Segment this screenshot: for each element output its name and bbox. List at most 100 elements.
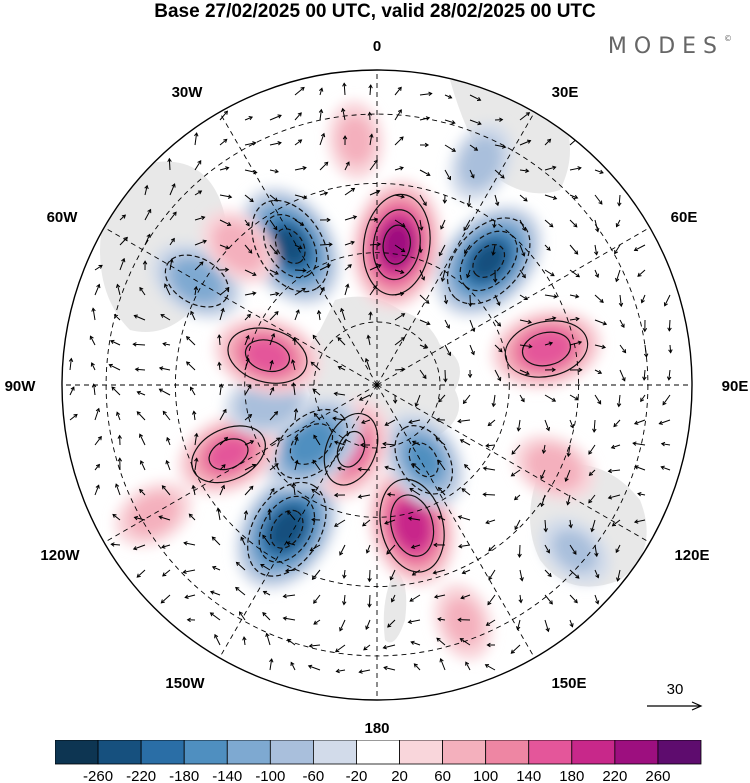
wind-vector-arrow xyxy=(333,440,346,446)
wind-vector-arrow xyxy=(219,166,230,171)
wind-vector-arrow xyxy=(244,219,250,227)
wind-vector-arrow xyxy=(433,542,446,548)
wind-vector-arrow xyxy=(482,466,496,471)
wind-vector-arrow xyxy=(544,138,552,146)
wind-vector-arrow xyxy=(409,487,421,496)
wind-vector-arrow xyxy=(284,568,296,573)
wind-vector-arrow xyxy=(362,519,371,527)
wind-vector-arrow xyxy=(519,394,525,403)
wind-vector-arrow xyxy=(613,419,621,428)
wind-vector-arrow xyxy=(310,361,321,371)
anomaly-region xyxy=(243,337,292,375)
wind-vector-arrow xyxy=(369,189,381,196)
wind-vector-arrow xyxy=(69,386,75,396)
wind-vector-arrow xyxy=(468,294,473,307)
wind-vector-arrow xyxy=(217,361,222,371)
wind-vector-arrow xyxy=(183,541,196,546)
wind-vector-arrow xyxy=(319,132,326,146)
colorbar-tick-label: -60 xyxy=(303,768,325,783)
wind-vector-arrow xyxy=(216,507,221,521)
wind-vector-arrow xyxy=(337,336,346,346)
wind-vector-arrow xyxy=(369,159,378,171)
wind-vector-arrow xyxy=(269,359,274,371)
wind-vector-arrow xyxy=(633,244,646,252)
wind-vector-arrow xyxy=(211,536,221,546)
wind-vector-arrow xyxy=(262,534,271,546)
wind-vector-arrow xyxy=(269,311,279,321)
wind-vector-arrow xyxy=(408,419,421,425)
wind-vector-arrow xyxy=(319,161,329,171)
colorbar-tick-label: 20 xyxy=(391,768,408,783)
contour-line xyxy=(521,331,572,367)
wind-vector-arrow xyxy=(394,244,406,253)
meridian-line xyxy=(376,384,535,659)
anomaly-region xyxy=(519,329,574,369)
colorbar-swatch xyxy=(528,740,573,765)
wind-vector-arrow xyxy=(158,388,171,396)
colorbar-tick-label: -180 xyxy=(169,768,199,783)
wind-vector-arrow xyxy=(194,215,206,221)
wind-vector-arrow xyxy=(419,269,426,281)
wind-vector-arrow xyxy=(114,483,121,496)
anomaly-region xyxy=(552,530,598,573)
contour-line xyxy=(270,509,304,549)
wind-vector-arrow xyxy=(594,394,602,405)
wind-vector-arrow xyxy=(111,386,121,396)
wind-vector-arrow xyxy=(544,544,550,554)
wind-vector-arrow xyxy=(517,544,522,558)
wind-vector-arrow xyxy=(494,344,503,353)
wind-vector-arrow xyxy=(158,366,171,371)
wind-vector-arrow xyxy=(219,307,225,321)
wind-vector-arrow xyxy=(463,464,471,471)
wind-vector-arrow xyxy=(460,594,471,600)
wind-vector-arrow xyxy=(162,410,171,421)
wind-vector-arrow xyxy=(244,414,253,421)
wind-vector-arrow xyxy=(337,365,346,371)
wind-vector-arrow xyxy=(185,361,196,371)
colorbar-swatch xyxy=(97,740,142,765)
wind-vector-arrow xyxy=(519,319,532,325)
wind-vector-arrow xyxy=(311,517,321,522)
wind-vector-arrow xyxy=(519,369,530,375)
meridian-line xyxy=(376,384,651,543)
wind-vector-arrow xyxy=(335,668,346,674)
contour-line xyxy=(323,412,379,486)
wind-vector-arrow xyxy=(444,144,457,152)
vector-reference: 30 xyxy=(647,681,703,711)
wind-vector-arrow xyxy=(219,287,230,296)
wind-vector-arrow xyxy=(119,214,127,221)
wind-vector-arrow xyxy=(319,191,329,196)
wind-vector-arrow xyxy=(365,619,371,630)
wind-vector-arrow xyxy=(214,633,221,646)
wind-vector-arrow xyxy=(394,291,405,297)
wind-vector-arrow xyxy=(294,436,299,446)
wind-vector-arrow xyxy=(544,367,556,373)
colorbar-tick-label: 60 xyxy=(434,768,451,783)
wind-vector-arrow xyxy=(407,619,421,624)
wind-vector-arrow xyxy=(312,459,321,471)
wind-vector-arrow xyxy=(485,519,496,525)
wind-vector-arrow xyxy=(110,542,121,547)
wind-vector-arrow xyxy=(243,510,249,521)
wind-vector-arrow xyxy=(485,619,496,626)
wind-vector-arrow xyxy=(282,593,296,599)
anomaly-region xyxy=(393,500,431,551)
wind-vector-arrow xyxy=(311,569,321,581)
wind-vector-arrow xyxy=(389,569,396,581)
wind-vector-arrow xyxy=(569,219,578,228)
wind-vector-arrow xyxy=(319,87,324,96)
colorbar-tick-label: -260 xyxy=(83,768,113,783)
colorbar-tick-label: 220 xyxy=(602,768,627,783)
wind-vector-arrow xyxy=(269,114,282,121)
wind-vector-arrow xyxy=(307,664,321,671)
colorbar-tick-label: 100 xyxy=(473,768,498,783)
colorbar-swatch xyxy=(442,740,487,765)
wind-vector-arrow xyxy=(494,194,500,207)
wind-vector-arrow xyxy=(544,594,553,605)
wind-vector-arrow xyxy=(660,441,671,447)
wind-vector-arrow xyxy=(544,619,550,633)
anomaly-region xyxy=(459,136,503,189)
wind-vector-arrow xyxy=(488,569,496,581)
wind-vector-arrow xyxy=(440,269,446,282)
wind-vector-arrow xyxy=(244,244,253,254)
